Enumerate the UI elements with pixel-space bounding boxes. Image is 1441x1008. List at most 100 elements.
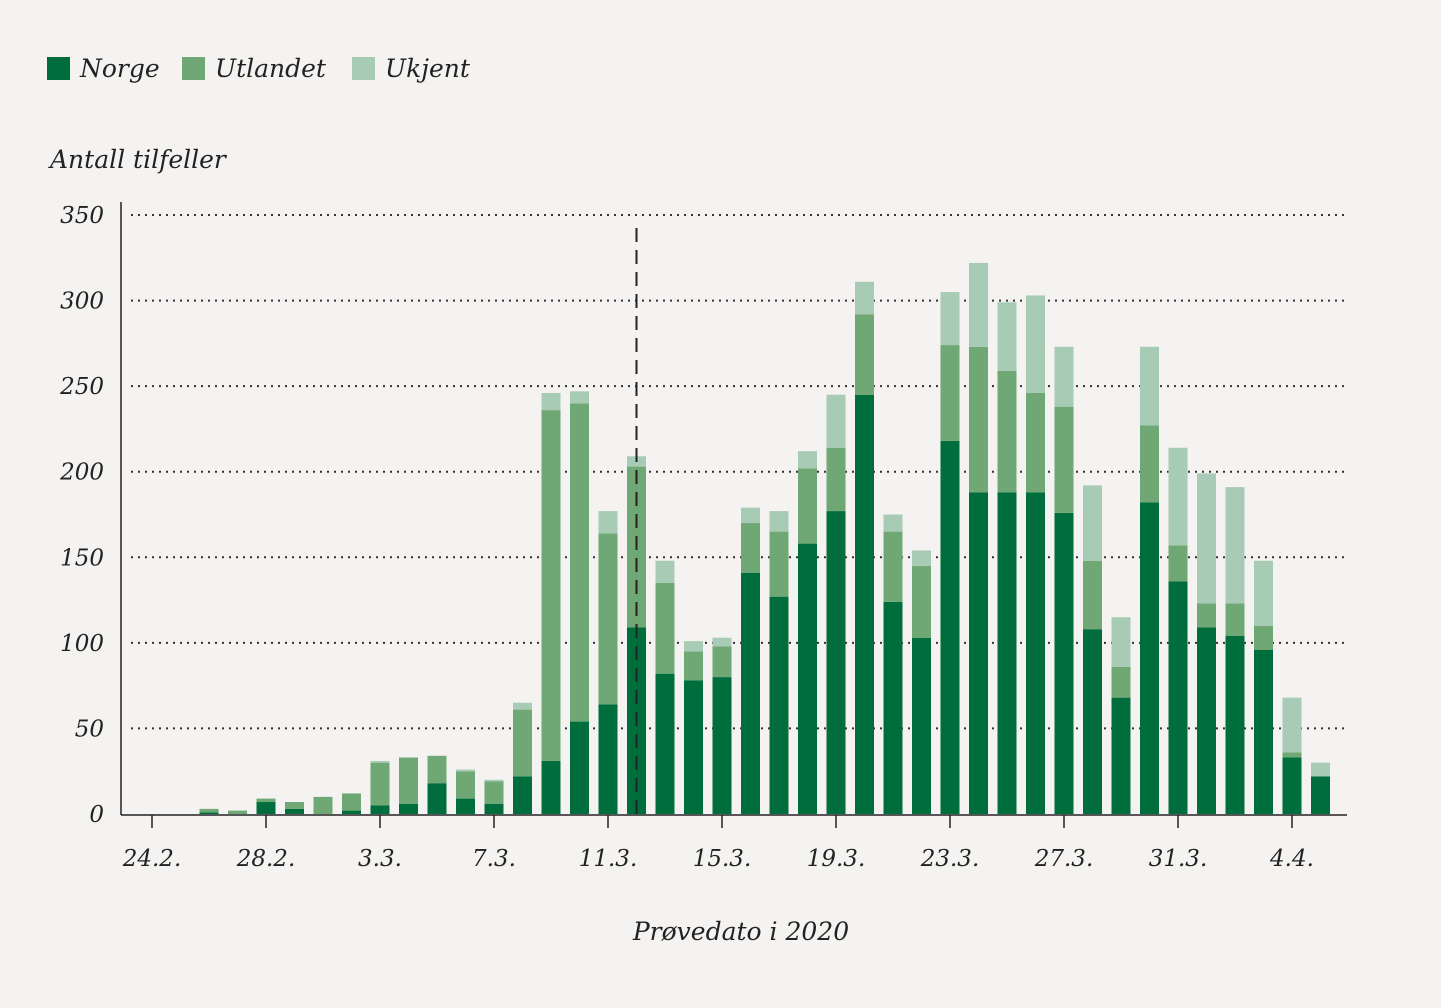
bars: [199, 262, 1330, 814]
bar-utlandet-24.3.: [969, 346, 988, 493]
bar-utlandet-29.3.: [1111, 666, 1131, 698]
bar-utlandet-30.3.: [1140, 425, 1159, 503]
x-tick-label: 19.3.: [807, 846, 866, 872]
x-tick-label: 23.3.: [920, 846, 980, 872]
bar-ukjent-29.3.: [1111, 617, 1131, 667]
bar-norge-30.3.: [1140, 502, 1159, 814]
bar-utlandet-27.3.: [1054, 406, 1074, 513]
x-tick-label: 27.3.: [1034, 846, 1094, 872]
bar-ukjent-3.4.: [1254, 560, 1273, 626]
bar-ukjent-4.4.: [1282, 697, 1302, 753]
bar-utlandet-16.3.: [741, 523, 760, 573]
x-tick-label: 11.3.: [579, 846, 638, 872]
x-tick-labels: 24.2. 28.2. 3.3. 7.3. 11.3. 15.3. 19.3. 23.3. 27…: [122, 815, 1314, 872]
bar-utlandet-9.3.: [541, 410, 561, 761]
bar-norge-28.3.: [1083, 629, 1102, 814]
bar-ukjent-21.3.: [883, 514, 903, 532]
legend-label-norge: Norge: [79, 54, 160, 83]
bar-ukjent-26.3.: [1026, 295, 1045, 393]
bar-norge-25.3.: [997, 492, 1017, 814]
bar-norge-8.3.: [513, 776, 532, 814]
bar-utlandet-15.3.: [712, 646, 732, 678]
x-tick-label: 31.3.: [1149, 846, 1208, 872]
bar-utlandet-18.3.: [798, 468, 817, 544]
bar-ukjent-19.3.: [826, 394, 846, 448]
x-tick-label: 24.2.: [122, 846, 182, 872]
legend: Norge Utlandet Ukjent: [47, 54, 471, 83]
y-tick-label: 250: [59, 374, 104, 400]
legend-label-ukjent: Ukjent: [385, 54, 471, 83]
gridlines: [131, 214, 1347, 730]
bar-ukjent-1.4.: [1197, 473, 1216, 604]
bar-norge-15.3.: [712, 677, 732, 814]
bar-ukjent-15.3.: [712, 637, 732, 647]
bar-norge-5.3.: [427, 783, 447, 814]
bar-norge-24.3.: [969, 492, 988, 814]
bar-utlandet-22.3.: [912, 565, 931, 638]
bar-norge-26.2.: [199, 812, 219, 814]
y-tick-label: 50: [75, 716, 104, 742]
bar-norge-6.3.: [456, 798, 475, 814]
bar-utlandet-19.3.: [826, 447, 846, 512]
x-axis-label: Prøvedato i 2020: [632, 917, 849, 946]
bar-ukjent-14.3.: [684, 641, 703, 652]
bar-norge-20.3.: [855, 394, 874, 814]
bar-norge-2.3.: [342, 810, 361, 814]
y-tick-label: 350: [60, 203, 104, 229]
bar-ukjent-11.3.: [598, 511, 618, 534]
bar-utlandet-3.3.: [370, 762, 390, 806]
bar-ukjent-10.3.: [570, 391, 589, 404]
bar-norge-13.3.: [655, 673, 675, 814]
bar-norge-4.4.: [1282, 757, 1302, 814]
bar-norge-17.3.: [769, 596, 789, 814]
y-tick-label: 200: [59, 460, 104, 486]
bar-ukjent-7.3.: [484, 779, 504, 782]
bar-norge-19.3.: [826, 511, 846, 814]
y-tick-label: 150: [60, 545, 104, 571]
bar-ukjent-25.3.: [997, 302, 1017, 371]
bar-norge-29.2.: [285, 808, 304, 814]
legend-swatch-ukjent: [352, 57, 375, 80]
bar-ukjent-8.3.: [513, 702, 532, 710]
bar-ukjent-28.3.: [1083, 485, 1102, 561]
y-tick-label: 300: [60, 289, 104, 315]
bar-norge-10.3.: [570, 721, 589, 814]
bar-ukjent-20.3.: [855, 281, 874, 315]
bar-norge-11.3.: [598, 704, 618, 814]
legend-swatch-utlandet: [182, 57, 205, 80]
bar-utlandet-14.3.: [684, 651, 703, 681]
bar-norge-9.3.: [541, 760, 561, 814]
x-tick-label: 28.2.: [236, 846, 296, 872]
bar-utlandet-1.3.: [313, 796, 333, 814]
bar-norge-1.4.: [1197, 627, 1216, 814]
bar-utlandet-4.3.: [399, 757, 418, 804]
bar-norge-3.3.: [370, 805, 390, 814]
bar-ukjent-18.3.: [798, 451, 817, 469]
bar-norge-29.3.: [1111, 697, 1131, 814]
bar-utlandet-21.3.: [883, 531, 903, 602]
bar-norge-22.3.: [912, 637, 931, 814]
bar-utlandet-13.3.: [655, 582, 675, 674]
y-tick-labels: 0 50 100 150 200 250 300 350: [59, 203, 104, 828]
bar-utlandet-2.3.: [342, 793, 361, 811]
bar-ukjent-3.3.: [370, 760, 390, 763]
bar-norge-26.3.: [1026, 492, 1045, 814]
bar-ukjent-2.4.: [1225, 487, 1245, 604]
bar-ukjent-5.4.: [1311, 762, 1330, 777]
bar-norge-16.3.: [741, 572, 760, 814]
bar-utlandet-5.3.: [427, 755, 447, 784]
bar-utlandet-6.3.: [456, 771, 475, 799]
bar-utlandet-25.3.: [997, 370, 1017, 493]
bar-utlandet-8.3.: [513, 709, 532, 777]
bar-utlandet-29.2.: [285, 802, 304, 809]
bar-utlandet-26.3.: [1026, 392, 1045, 493]
y-axis-label: Antall tilfeller: [48, 145, 228, 174]
bar-norge-7.3.: [484, 803, 504, 814]
legend-swatch-norge: [47, 57, 70, 80]
bar-norge-18.3.: [798, 543, 817, 814]
bar-ukjent-6.3.: [456, 769, 475, 772]
bar-utlandet-7.3.: [484, 781, 504, 804]
bar-norge-28.2.: [256, 802, 276, 814]
legend-label-utlandet: Utlandet: [215, 54, 327, 83]
